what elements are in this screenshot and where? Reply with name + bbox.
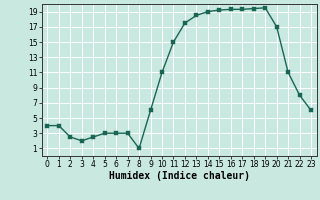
X-axis label: Humidex (Indice chaleur): Humidex (Indice chaleur) [109,171,250,181]
